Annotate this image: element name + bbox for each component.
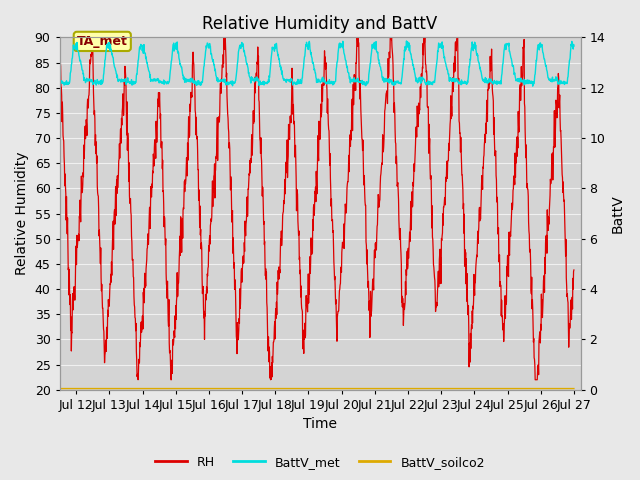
Y-axis label: BattV: BattV <box>611 194 625 233</box>
Title: Relative Humidity and BattV: Relative Humidity and BattV <box>202 15 438 33</box>
Legend: RH, BattV_met, BattV_soilco2: RH, BattV_met, BattV_soilco2 <box>150 451 490 474</box>
X-axis label: Time: Time <box>303 418 337 432</box>
Y-axis label: Relative Humidity: Relative Humidity <box>15 152 29 276</box>
Text: TA_met: TA_met <box>77 35 128 48</box>
